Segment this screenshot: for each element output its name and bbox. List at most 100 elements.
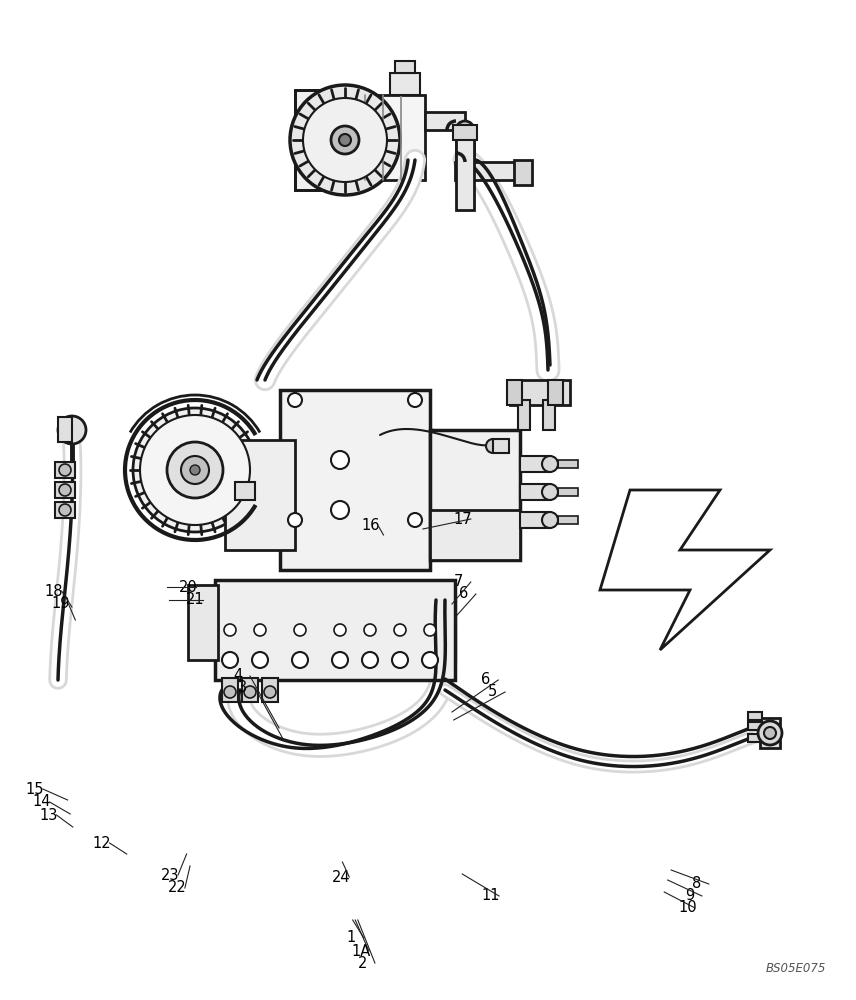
Circle shape [294, 624, 306, 636]
Circle shape [59, 484, 71, 496]
Circle shape [222, 652, 238, 668]
Bar [55, 462, 75, 478]
Text: 16: 16 [361, 518, 380, 534]
Bar [543, 400, 555, 430]
Text: 11: 11 [482, 889, 501, 904]
Bar [548, 380, 563, 405]
Circle shape [332, 652, 348, 668]
Bar [520, 512, 550, 528]
Bar [520, 456, 550, 472]
Circle shape [181, 456, 209, 484]
Circle shape [254, 624, 266, 636]
Circle shape [542, 484, 558, 500]
Bar [295, 90, 355, 190]
Bar [350, 95, 425, 180]
Bar [558, 460, 578, 468]
Bar [514, 160, 532, 185]
Bar [430, 430, 520, 560]
Text: 7: 7 [454, 574, 463, 589]
Circle shape [224, 624, 236, 636]
Bar [456, 135, 474, 180]
Circle shape [290, 85, 400, 195]
Circle shape [362, 652, 378, 668]
Circle shape [59, 464, 71, 476]
Bar [558, 516, 578, 524]
Bar [507, 380, 522, 405]
Text: 20: 20 [179, 579, 198, 594]
Text: 3: 3 [238, 680, 247, 696]
Circle shape [288, 393, 302, 407]
Circle shape [303, 98, 387, 182]
Text: 17: 17 [454, 512, 473, 526]
Circle shape [331, 126, 359, 154]
Bar [748, 734, 762, 742]
Text: BS05E075: BS05E075 [765, 962, 826, 975]
Text: 13: 13 [39, 807, 57, 822]
Circle shape [288, 513, 302, 527]
Circle shape [264, 686, 276, 698]
Bar [262, 678, 278, 702]
Circle shape [424, 624, 436, 636]
Bar [510, 380, 570, 405]
Bar [748, 722, 762, 730]
Circle shape [422, 652, 438, 668]
Text: 6: 6 [481, 673, 490, 688]
Bar [760, 718, 780, 748]
Bar [255, 466, 300, 490]
Text: 24: 24 [332, 869, 351, 884]
Bar [456, 130, 474, 210]
Text: 9: 9 [685, 889, 694, 904]
Text: 8: 8 [692, 876, 701, 892]
Circle shape [133, 408, 257, 532]
Circle shape [542, 512, 558, 528]
Text: 10: 10 [678, 901, 697, 916]
Bar [430, 510, 520, 560]
Text: 23: 23 [161, 867, 180, 882]
Circle shape [58, 416, 86, 444]
Circle shape [392, 652, 408, 668]
Bar [395, 61, 415, 73]
Text: 12: 12 [92, 835, 111, 850]
Circle shape [59, 504, 71, 516]
Text: 4: 4 [233, 669, 242, 684]
Bar [55, 482, 75, 498]
Circle shape [408, 393, 422, 407]
Text: 5: 5 [488, 684, 497, 700]
Circle shape [758, 721, 782, 745]
Bar [425, 112, 465, 130]
Bar [222, 678, 238, 702]
Circle shape [244, 686, 256, 698]
Text: 14: 14 [33, 794, 51, 810]
Circle shape [190, 465, 200, 475]
Circle shape [394, 624, 406, 636]
Text: 1A: 1A [352, 944, 371, 958]
Bar [493, 439, 509, 453]
Circle shape [292, 652, 308, 668]
Text: 1: 1 [347, 930, 356, 945]
Circle shape [456, 121, 474, 139]
Circle shape [339, 134, 351, 146]
Circle shape [764, 727, 776, 739]
Bar [58, 417, 72, 442]
Text: 22: 22 [168, 881, 187, 896]
Text: 19: 19 [51, 596, 70, 611]
Bar [748, 712, 762, 720]
Bar [55, 502, 75, 518]
Circle shape [331, 501, 349, 519]
Circle shape [167, 442, 223, 498]
Bar [225, 440, 295, 550]
Bar [455, 162, 515, 180]
Text: 2: 2 [358, 956, 367, 970]
Text: 15: 15 [26, 782, 45, 796]
Bar [518, 400, 530, 430]
Circle shape [408, 513, 422, 527]
Circle shape [334, 624, 346, 636]
Bar [242, 678, 258, 702]
Circle shape [252, 652, 268, 668]
Bar [280, 390, 430, 570]
Text: 6: 6 [459, 586, 468, 601]
Bar [188, 585, 218, 660]
Text: 18: 18 [45, 583, 63, 598]
Bar [235, 482, 255, 500]
Circle shape [486, 439, 500, 453]
